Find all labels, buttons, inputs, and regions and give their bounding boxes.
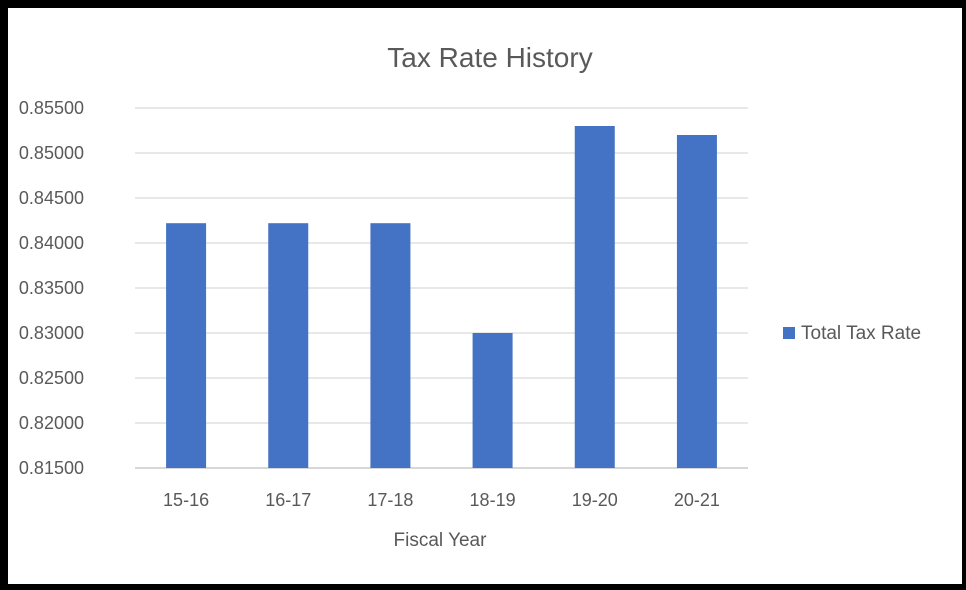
x-axis-label: Fiscal Year xyxy=(394,530,488,551)
bar xyxy=(472,333,513,468)
bar xyxy=(370,223,411,468)
bars xyxy=(166,126,717,468)
y-tick-label: 0.85000 xyxy=(19,143,84,163)
x-tick-label: 19-20 xyxy=(572,490,618,510)
y-tick-label: 0.82000 xyxy=(19,413,84,433)
y-tick-label: 0.83500 xyxy=(19,278,84,298)
gridlines xyxy=(135,107,748,469)
legend: Total Tax Rate xyxy=(783,323,921,344)
x-axis-ticks: 15-16 16-17 17-18 18-19 19-20 20-21 xyxy=(163,490,720,510)
x-tick-label: 16-17 xyxy=(265,490,311,510)
y-tick-label: 0.84000 xyxy=(19,233,84,253)
legend-swatch xyxy=(783,327,795,339)
y-tick-label: 0.81500 xyxy=(19,458,84,478)
bar xyxy=(166,223,207,468)
y-axis-ticks: 0.81500 0.82000 0.82500 0.83000 0.83500 0.840… xyxy=(19,98,84,478)
x-tick-label: 20-21 xyxy=(674,490,720,510)
y-tick-label: 0.85500 xyxy=(19,98,84,118)
bar xyxy=(574,126,615,468)
bar-chart: Tax Rate History 0.815000.820000.825000.… xyxy=(19,42,921,551)
y-tick-label: 0.83000 xyxy=(19,323,84,343)
chart-title: Tax Rate History xyxy=(387,42,592,73)
x-tick-label: 18-19 xyxy=(470,490,516,510)
y-tick-label: 0.84500 xyxy=(19,188,84,208)
bar xyxy=(676,135,717,468)
bar xyxy=(268,223,309,468)
x-tick-label: 17-18 xyxy=(367,490,413,510)
y-tick-label: 0.82500 xyxy=(19,368,84,388)
x-tick-label: 15-16 xyxy=(163,490,209,510)
legend-label: Total Tax Rate xyxy=(801,323,921,344)
